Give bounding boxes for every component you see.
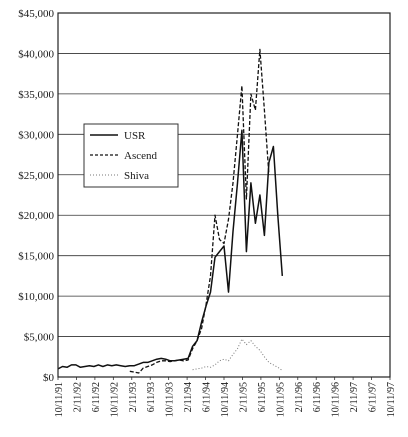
x-tick-label: 2/11/95 [238,382,249,412]
legend-label-shiva: Shiva [124,170,149,182]
y-tick-label: $30,000 [18,129,54,141]
x-tick-label: 2/11/93 [128,382,139,412]
y-axis-tick-labels: $0 $5,000 $10,000 $15,000 $20,000 $25,000 $30,… [18,8,54,384]
plot-frame [57,12,391,378]
y-gridlines [57,12,391,380]
x-tick-label: 2/11/92 [72,382,83,412]
y-tick-label: $35,000 [18,89,54,101]
series-lines [57,48,284,374]
x-tick-label: 2/11/97 [349,382,360,412]
y-tick-label: $45,000 [18,8,54,20]
legend-label-ascend: Ascend [124,150,157,162]
y-tick-label: $10,000 [18,291,54,303]
series-line-usr [57,129,284,370]
x-tick-label: 6/11/92 [91,382,102,412]
x-tick-label: 10/11/91 [54,382,65,417]
x-tick-label: 6/11/95 [257,382,268,412]
x-tick-label: 10/11/94 [220,382,231,417]
x-tick-label: 6/11/93 [146,382,157,412]
x-tick-label: 2/11/94 [183,382,194,412]
x-tick-label: 6/11/97 [368,382,379,412]
x-tick-label: 6/11/94 [202,382,213,412]
legend: USR Ascend Shiva [83,123,179,188]
y-tick-label: $40,000 [18,48,54,60]
x-tick-label: 10/11/92 [109,382,120,417]
x-tick-label: 2/11/96 [294,382,305,412]
series-line-ascend [129,48,270,374]
y-tick-label: $15,000 [18,251,54,263]
x-tick-label: 10/11/97 [386,382,397,417]
x-tick-label: 10/11/93 [165,382,176,417]
x-axis-tick-labels: 10/11/91 2/11/92 6/11/92 10/11/92 2/11/93 6/1… [54,382,397,417]
y-tick-label: $20,000 [18,210,54,222]
series-line-shiva [192,338,283,371]
x-tick-label: 10/11/95 [275,382,286,417]
x-tick-label: 6/11/96 [312,382,323,412]
y-tick-label: $5,000 [24,332,55,344]
legend-label-usr: USR [124,130,146,142]
y-tick-label: $25,000 [18,170,54,182]
y-tick-label: $0 [43,372,55,384]
x-tick-label: 10/11/96 [331,382,342,417]
